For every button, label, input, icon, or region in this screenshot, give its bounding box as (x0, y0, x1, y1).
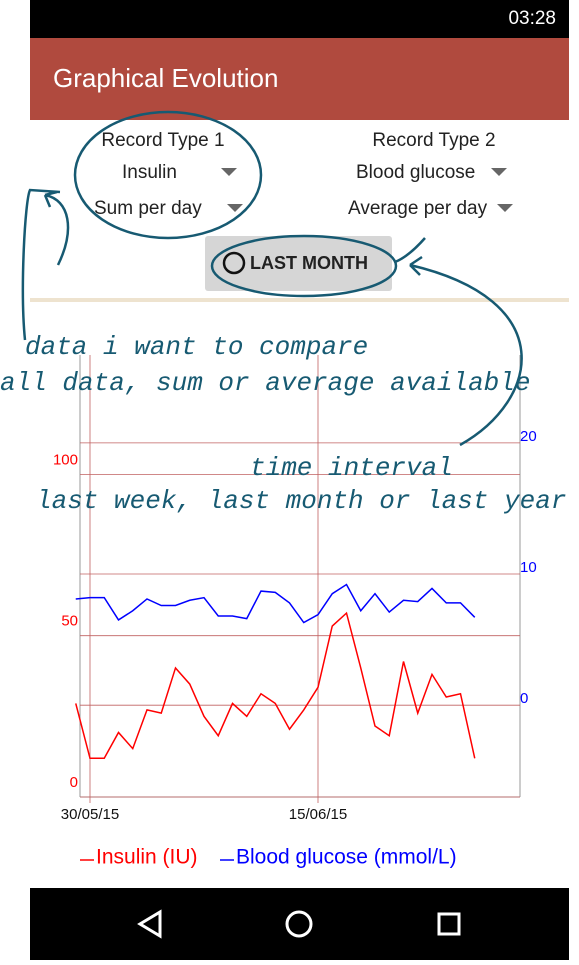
annotation-text: last week, last month or last year (36, 486, 567, 516)
annotation-arrow (21, 188, 61, 341)
dropdown-arrow (497, 204, 513, 212)
app-bar (30, 38, 569, 120)
status-time: 03:28 (508, 8, 556, 29)
record-type-1-label: Record Type 1 (101, 130, 224, 151)
annotation-text: data i want to compare (25, 332, 368, 362)
y-tick-label: 50 (61, 613, 78, 630)
record-type-2-select[interactable]: Blood glucose (356, 162, 475, 183)
legend-label: Blood glucose (mmol/L) (236, 846, 457, 869)
x-tick-label: 15/06/15 (289, 806, 347, 823)
chart: 0 50 100 0 10 20 30/05/15 15/06/15 Insulin (IU) B… (53, 355, 537, 869)
dropdown-arrow (491, 168, 507, 176)
annotation-arrow (43, 190, 70, 266)
series-line (75, 611, 476, 760)
divider (30, 298, 569, 302)
interval-button[interactable] (205, 236, 392, 291)
legend-label: Insulin (IU) (96, 846, 198, 869)
app-title: Graphical Evolution (53, 63, 278, 93)
annotation-arrow (394, 237, 426, 264)
y2-tick-label: 10 (520, 559, 537, 576)
interval-button-label: LAST MONTH (250, 253, 368, 273)
y-tick-label: 0 (70, 774, 78, 791)
annotation-arrow (409, 255, 523, 447)
nav-bar (30, 888, 569, 960)
annotations (21, 110, 523, 447)
aggregation-2-select[interactable]: Average per day (348, 198, 488, 219)
annotation-text: time interval (250, 453, 453, 483)
y2-tick-label: 0 (520, 690, 528, 707)
dropdown-arrow (227, 204, 243, 212)
nav-back[interactable] (137, 909, 162, 939)
series-line (75, 583, 476, 624)
history-icon (222, 251, 246, 275)
x-tick-label: 30/05/15 (61, 806, 119, 823)
nav-recent[interactable] (437, 912, 461, 936)
record-type-1-select[interactable]: Insulin (122, 162, 177, 183)
y-tick-label: 100 (53, 451, 78, 468)
annotation-text: all data, sum or average available (0, 368, 531, 398)
aggregation-1-select[interactable]: Sum per day (94, 198, 202, 219)
record-type-2-label: Record Type 2 (372, 130, 495, 151)
nav-home[interactable] (285, 910, 313, 938)
dropdown-arrow (221, 168, 237, 176)
status-bar (30, 0, 569, 38)
annotation-circle (73, 110, 263, 240)
y2-tick-label: 20 (520, 428, 537, 445)
annotation-circle (210, 234, 398, 298)
